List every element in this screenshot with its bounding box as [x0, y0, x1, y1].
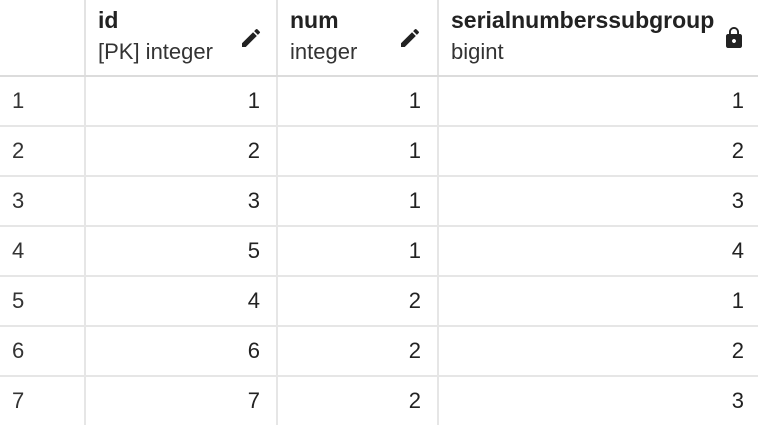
table-row[interactable]: 2 2 1 2: [0, 127, 758, 177]
column-header-id[interactable]: id [PK] integer: [86, 0, 278, 75]
cell-num[interactable]: 2: [278, 377, 439, 425]
table-row[interactable]: 3 3 1 3: [0, 177, 758, 227]
cell-num[interactable]: 1: [278, 77, 439, 125]
cell-num[interactable]: 2: [278, 277, 439, 325]
cell-serialnumberssubgroup[interactable]: 4: [731, 238, 744, 263]
column-header-serialnumberssubgroup[interactable]: serialnumberssubgroup bigint: [439, 0, 758, 75]
table-row[interactable]: 5 4 2 1: [0, 277, 758, 327]
pencil-icon[interactable]: [239, 26, 263, 50]
column-name: num: [290, 7, 339, 33]
row-number[interactable]: 2: [0, 127, 86, 175]
cell-id[interactable]: 2: [86, 127, 278, 175]
row-number-header[interactable]: [0, 0, 86, 75]
cell-num[interactable]: 1: [278, 127, 439, 175]
column-name: serialnumberssubgroup: [451, 7, 715, 33]
cell-serialnumberssubgroup[interactable]: 1: [731, 288, 744, 313]
table-row[interactable]: 4 5 1 4: [0, 227, 758, 277]
column-type: [PK] integer: [98, 39, 213, 64]
row-number[interactable]: 5: [0, 277, 86, 325]
row-number[interactable]: 6: [0, 327, 86, 375]
column-type: integer: [290, 39, 358, 64]
cell-serialnumberssubgroup[interactable]: 3: [731, 188, 744, 213]
row-number[interactable]: 7: [0, 377, 86, 425]
row-number[interactable]: 1: [0, 77, 86, 125]
cell-id[interactable]: 7: [86, 377, 278, 425]
grid-header: id [PK] integer num integer serialnumber…: [0, 0, 758, 77]
row-number[interactable]: 4: [0, 227, 86, 275]
table-row[interactable]: 1 1 1 1: [0, 77, 758, 127]
cell-num[interactable]: 1: [278, 177, 439, 225]
table-row[interactable]: 6 6 2 2: [0, 327, 758, 377]
cell-id[interactable]: 5: [86, 227, 278, 275]
cell-serialnumberssubgroup[interactable]: 2: [731, 338, 744, 363]
cell-id[interactable]: 6: [86, 327, 278, 375]
cell-id[interactable]: 1: [86, 77, 278, 125]
pencil-icon[interactable]: [398, 26, 422, 50]
cell-serialnumberssubgroup[interactable]: 1: [731, 88, 744, 113]
table-row[interactable]: 7 7 2 3: [0, 377, 758, 427]
row-number[interactable]: 3: [0, 177, 86, 225]
cell-id[interactable]: 4: [86, 277, 278, 325]
column-type: bigint: [451, 39, 504, 64]
cell-id[interactable]: 3: [86, 177, 278, 225]
cell-serialnumberssubgroup[interactable]: 3: [731, 388, 744, 413]
cell-serialnumberssubgroup[interactable]: 2: [731, 138, 744, 163]
cell-num[interactable]: 1: [278, 227, 439, 275]
column-header-num[interactable]: num integer: [278, 0, 439, 75]
lock-icon: [726, 27, 742, 48]
column-name: id: [98, 7, 119, 33]
cell-num[interactable]: 2: [278, 327, 439, 375]
